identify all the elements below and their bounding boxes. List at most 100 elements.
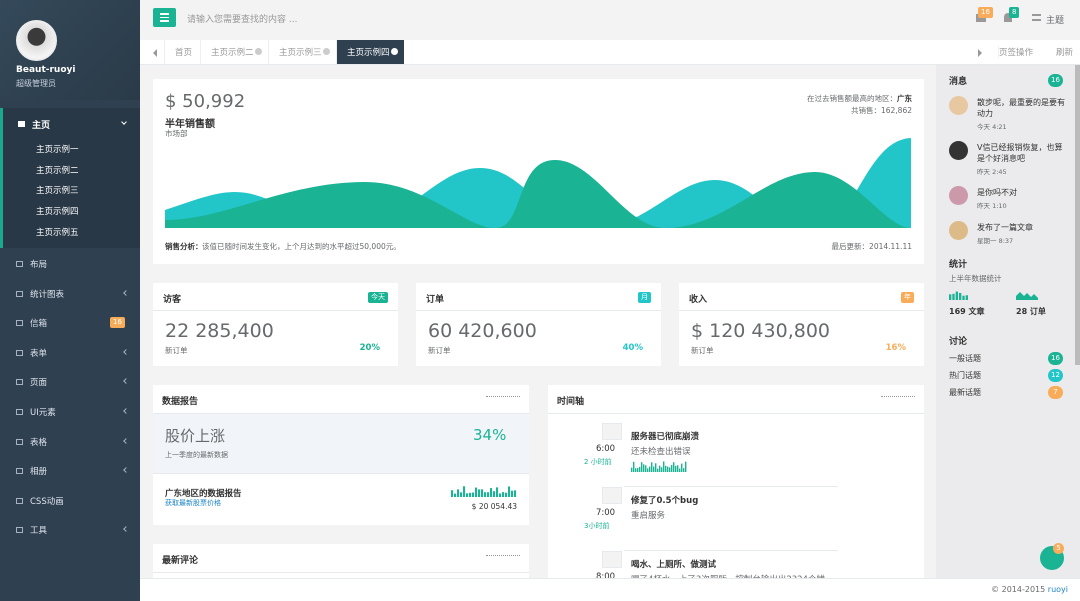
tab-close[interactable] (255, 48, 262, 55)
user-role[interactable]: 超级管理员 (16, 79, 56, 88)
timeline-entry-title: 喝水、上厕所、做测试 (631, 560, 717, 570)
spark-bar (949, 294, 952, 300)
tab-refresh[interactable]: 刷新 (1056, 48, 1074, 58)
user-name[interactable]: Beaut-ruoyi (16, 65, 76, 75)
topics-title: 讨论 (949, 337, 968, 347)
tab[interactable]: 主页示例四 (336, 40, 404, 64)
spark-bar (962, 295, 965, 300)
orders-area-sparkline (1016, 292, 1038, 300)
menu-icon (16, 379, 23, 386)
tab-actions[interactable]: 页签操作 (998, 46, 1034, 58)
menu-item[interactable]: 主页 (32, 121, 51, 131)
menu-item[interactable]: CSS动画 (30, 496, 64, 507)
search-input[interactable]: 请输入您需要查找的内容 ... (187, 15, 298, 25)
spark-bar (469, 492, 472, 497)
menu-item[interactable]: 布局 (30, 260, 48, 270)
submenu-item[interactable]: 主页示例三 (36, 186, 79, 197)
tabs-border (140, 64, 1080, 65)
timeline-sparkline (631, 461, 687, 472)
analysis-label: 销售分析： (165, 242, 203, 251)
spark-bar (637, 468, 639, 472)
timeline-icon (602, 487, 622, 504)
menu-icon (16, 261, 23, 267)
tab-close[interactable] (323, 48, 330, 55)
spark-bar (475, 487, 478, 497)
menu-item[interactable]: 统计图表 (30, 289, 65, 300)
timeline-separator (624, 550, 838, 551)
message-text[interactable]: 散步呢，最重要的是要有动力 (977, 98, 1065, 118)
articles-sparkline (949, 291, 968, 300)
card-tools[interactable] (486, 555, 520, 561)
message-avatar[interactable] (949, 141, 968, 160)
spark-bar (460, 492, 463, 497)
menu-item[interactable]: 信箱 (30, 319, 48, 330)
stat-divider (679, 310, 924, 311)
card-tools[interactable] (881, 396, 915, 402)
menu-item[interactable]: 相册 (30, 467, 48, 478)
card-tools[interactable] (486, 396, 520, 402)
menu-item[interactable]: 工具 (30, 526, 48, 537)
tab[interactable]: 主页示例二 (200, 40, 268, 64)
menu-icon (16, 409, 23, 415)
message-avatar[interactable] (949, 221, 968, 240)
sidebar: Beaut-ruoyi 超级管理员主页主页示例一主页示例二主页示例三主页示例四主页… (0, 0, 140, 601)
stat-value: $ 120 430,800 (691, 320, 831, 342)
region-value: 广东 (897, 94, 912, 103)
message-time: 昨天 2:45 (977, 168, 1007, 176)
analysis-text: 该值已随时间发生变化，上个月达到的水平超过50,000元。 (202, 242, 401, 251)
menu-item[interactable]: UI元素 (30, 408, 56, 418)
menu-icon (16, 290, 23, 297)
spark-bar (472, 492, 475, 497)
timeline-separator (624, 486, 838, 487)
stat-card: 访客 今天 22 285,400 新订单 20% (153, 283, 398, 366)
tab[interactable]: 主页示例三 (268, 40, 336, 64)
brand-link[interactable]: ruoyi (1047, 585, 1068, 594)
spark-bar (647, 468, 649, 472)
spark-bar (649, 466, 651, 472)
last-updated: 最后更新：2014.11.11 (831, 242, 912, 251)
stock-link[interactable]: 获取最新股票价格 (165, 499, 221, 507)
menu-chevron (123, 348, 129, 355)
theme-link[interactable]: 主题 (1046, 16, 1065, 26)
submenu-item[interactable]: 主页示例五 (36, 227, 79, 238)
submenu-item[interactable]: 主页示例二 (36, 165, 79, 176)
menu-chevron (123, 437, 129, 444)
submenu-item[interactable]: 主页示例四 (36, 207, 79, 218)
topic-label[interactable]: 最新话题 (949, 388, 981, 397)
message-text[interactable]: 是你吗不对 (977, 188, 1017, 197)
menu-icon (16, 468, 23, 475)
menu-item[interactable]: 表单 (30, 348, 48, 359)
spark-bar (490, 488, 493, 497)
topic-label[interactable]: 一般话题 (949, 354, 981, 363)
mail-badge: 16 (978, 7, 993, 18)
message-avatar[interactable] (949, 186, 968, 205)
tab-next[interactable] (978, 49, 986, 57)
timeline-entry-title: 服务器已彻底崩溃 (631, 432, 700, 442)
stat-label: 新订单 (428, 346, 451, 355)
message-avatar[interactable] (949, 96, 968, 115)
timeline-entry-text: 重启服务 (631, 511, 666, 521)
spark-bar (639, 466, 641, 472)
chat-badge: 5 (1053, 543, 1064, 554)
topic-label[interactable]: 热门话题 (949, 371, 981, 380)
sales-area-chart (165, 138, 911, 228)
toggle-line (160, 13, 169, 15)
right-scrollbar (1075, 65, 1080, 365)
stat-title: 订单 (426, 295, 445, 305)
message-text[interactable]: 发布了一篇文章 (977, 223, 1033, 232)
right-sidebar: 消息 16 散步呢，最重要的是要有动力 今天 4:21 V信已经报销恢复，也算是个好消息… (936, 65, 1080, 601)
tab-close[interactable] (391, 48, 398, 55)
tab[interactable]: 首页 (164, 40, 200, 64)
tab-prev[interactable] (149, 49, 157, 57)
message-text[interactable]: V信已经报销恢复，也算是个好消息吧 (977, 143, 1063, 163)
spark-bar (679, 468, 681, 472)
submenu-item[interactable]: 主页示例一 (36, 145, 79, 155)
stat-change: 16% (885, 343, 906, 353)
stat-value: 22 285,400 (165, 320, 274, 342)
sales-dept: 市场部 (165, 129, 188, 138)
menu-item[interactable]: 页面 (30, 378, 48, 389)
report-card: 数据报告 股价上涨 34% 上一季度的最新数据 广东地区的数据报告 获取最新股票价格 $ 2… (153, 385, 529, 525)
avatar[interactable] (16, 20, 57, 61)
menu-item[interactable]: 表格 (30, 437, 48, 448)
